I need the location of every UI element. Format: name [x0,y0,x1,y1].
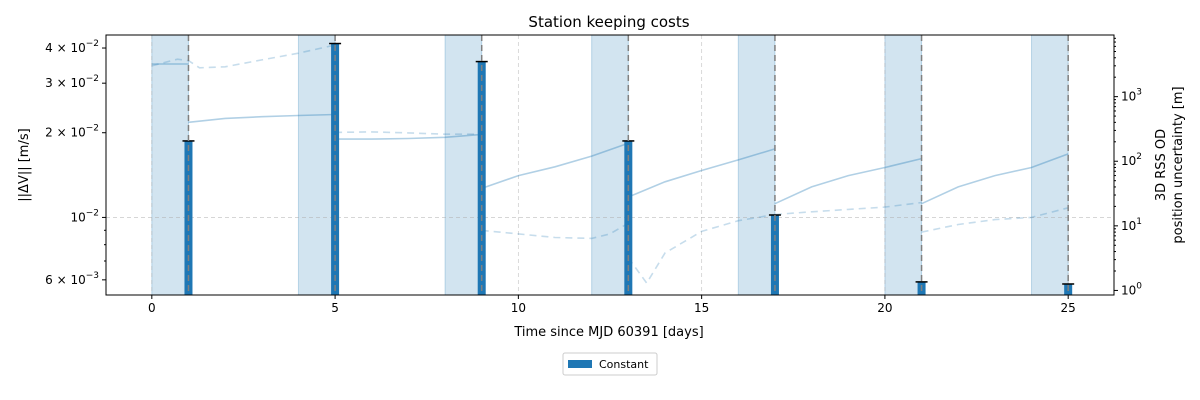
uncertainty-dashed-line [151,44,336,69]
tracking-window [444,34,483,296]
y2-tick-label: 101 [1121,217,1142,233]
uncertainty-solid-line [335,133,482,140]
y-tick-label: 4 × 10−2 [45,39,99,55]
x-tick-label: 10 [511,301,526,315]
legend-frame [562,352,658,376]
chart-title: Station keeping costs [528,13,689,31]
uncertainty-solid-line [921,153,1069,205]
uncertainty-dashed-line [335,131,482,135]
uncertainty-solid-line [627,148,776,198]
y2-tick-label: 103 [1121,88,1142,104]
y2-tick-label: 100 [1121,281,1142,297]
uncertainty-solid-line [774,157,922,205]
plot-area: 0 5 10 15 20 25 6 × 10−3 10−2 2 × 10−2 3 × 10−2 4 … [45,34,1142,315]
legend-swatch [568,360,592,368]
tracking-window [591,34,629,296]
plot-frame [105,34,1115,296]
x-tick-label: 25 [1061,301,1076,315]
uncertainty-solid-line [481,142,629,190]
x-tick-label: 5 [331,301,339,315]
x-tick-label: 15 [694,301,709,315]
y-tick-label: 6 × 10−3 [45,271,99,287]
tracking-window [884,34,923,296]
x-axis-label: Time since MJD 60391 [days] [513,325,703,340]
tracking-window [1031,34,1069,296]
legend-label: Constant [599,358,649,371]
uncertainty-dashed-line [921,207,1069,233]
uncertainty-dashed-line [627,213,776,285]
legend: Constant [562,352,658,376]
tracking-window [737,34,776,296]
tracking-window [297,34,336,296]
y2-axis-label-line2: position uncertainty [m] [1171,86,1186,243]
tracking-window [151,34,189,296]
y-axis-label: ||ΔV|| [m/s] [17,128,32,201]
uncertainty-dashed-line [774,201,922,216]
uncertainty-solid-line [188,113,336,124]
y-tick-label: 10−2 [70,208,99,224]
y-tick-label: 2 × 10−2 [45,124,99,140]
y-tick-label: 3 × 10−2 [45,74,99,90]
x-tick-label: 0 [148,301,156,315]
x-tick-label: 20 [877,301,892,315]
y2-axis-label-line1: 3D RSS OD [1154,129,1169,201]
y2-tick-label: 102 [1121,152,1142,168]
uncertainty-dashed-line [481,222,629,240]
